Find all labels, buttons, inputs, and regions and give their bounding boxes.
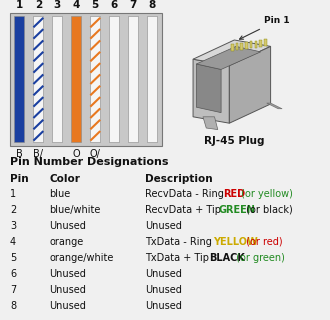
- Text: 1: 1: [10, 189, 16, 199]
- Text: blue/white: blue/white: [50, 205, 101, 215]
- Text: O: O: [73, 149, 80, 159]
- Text: B: B: [16, 149, 23, 159]
- Text: Unused: Unused: [50, 221, 86, 231]
- Text: 8: 8: [10, 301, 16, 311]
- Polygon shape: [241, 43, 243, 50]
- Bar: [71, 16, 81, 142]
- Text: GREEN: GREEN: [218, 205, 255, 215]
- Text: 6: 6: [10, 269, 16, 279]
- Text: Unused: Unused: [145, 221, 182, 231]
- Polygon shape: [193, 59, 229, 123]
- Text: Description: Description: [145, 174, 213, 184]
- Bar: [128, 16, 138, 142]
- Bar: [33, 16, 43, 142]
- Text: Unused: Unused: [145, 285, 182, 295]
- Text: 4: 4: [73, 0, 80, 10]
- Text: BLACK: BLACK: [209, 253, 245, 263]
- Bar: [90, 16, 100, 142]
- Polygon shape: [196, 64, 221, 113]
- Polygon shape: [245, 42, 248, 49]
- Text: 5: 5: [92, 0, 99, 10]
- Text: 8: 8: [148, 0, 156, 10]
- Text: RJ-45 Plug: RJ-45 Plug: [204, 136, 265, 146]
- Text: Color: Color: [50, 174, 81, 184]
- Text: RecvData + Tip: RecvData + Tip: [145, 205, 224, 215]
- Text: Unused: Unused: [50, 301, 86, 311]
- Text: 3: 3: [54, 0, 61, 10]
- Text: RED: RED: [223, 189, 246, 199]
- Text: 7: 7: [10, 285, 16, 295]
- Text: 2: 2: [10, 205, 16, 215]
- Text: 3: 3: [10, 221, 16, 231]
- Text: Pin Number Designations: Pin Number Designations: [10, 157, 168, 167]
- Polygon shape: [264, 39, 267, 46]
- Text: (or yellow): (or yellow): [238, 189, 293, 199]
- Text: 7: 7: [130, 0, 137, 10]
- Text: (or red): (or red): [243, 237, 282, 247]
- Text: 5: 5: [10, 253, 16, 263]
- Polygon shape: [229, 46, 271, 123]
- Text: orange: orange: [50, 237, 84, 247]
- Polygon shape: [231, 44, 234, 51]
- Text: TxData - Ring: TxData - Ring: [145, 237, 215, 247]
- Bar: [15, 16, 24, 142]
- Text: Unused: Unused: [50, 285, 86, 295]
- Text: O/: O/: [90, 149, 101, 159]
- Text: Pin 1: Pin 1: [240, 16, 290, 39]
- Bar: [52, 16, 62, 142]
- Text: Unused: Unused: [145, 269, 182, 279]
- Text: blue: blue: [50, 189, 71, 199]
- Bar: [147, 16, 157, 142]
- Text: YELLOW: YELLOW: [214, 237, 258, 247]
- Text: (or black): (or black): [243, 205, 293, 215]
- Text: 2: 2: [35, 0, 42, 10]
- Polygon shape: [267, 103, 282, 109]
- Text: 6: 6: [111, 0, 118, 10]
- Polygon shape: [203, 117, 218, 130]
- Text: 4: 4: [10, 237, 16, 247]
- Polygon shape: [259, 40, 262, 47]
- Text: orange/white: orange/white: [50, 253, 114, 263]
- Text: RecvData - Ring: RecvData - Ring: [145, 189, 227, 199]
- Bar: [109, 16, 119, 142]
- Text: Unused: Unused: [145, 301, 182, 311]
- Polygon shape: [250, 41, 252, 48]
- Polygon shape: [196, 46, 261, 69]
- Text: B/: B/: [33, 149, 43, 159]
- Text: TxData + Tip: TxData + Tip: [145, 253, 212, 263]
- Text: Unused: Unused: [50, 269, 86, 279]
- Text: Pin: Pin: [10, 174, 28, 184]
- Polygon shape: [254, 41, 257, 48]
- Text: 1: 1: [16, 0, 23, 10]
- Polygon shape: [193, 40, 271, 66]
- Polygon shape: [236, 43, 238, 50]
- Bar: [10, 13, 162, 146]
- Text: (or green): (or green): [233, 253, 285, 263]
